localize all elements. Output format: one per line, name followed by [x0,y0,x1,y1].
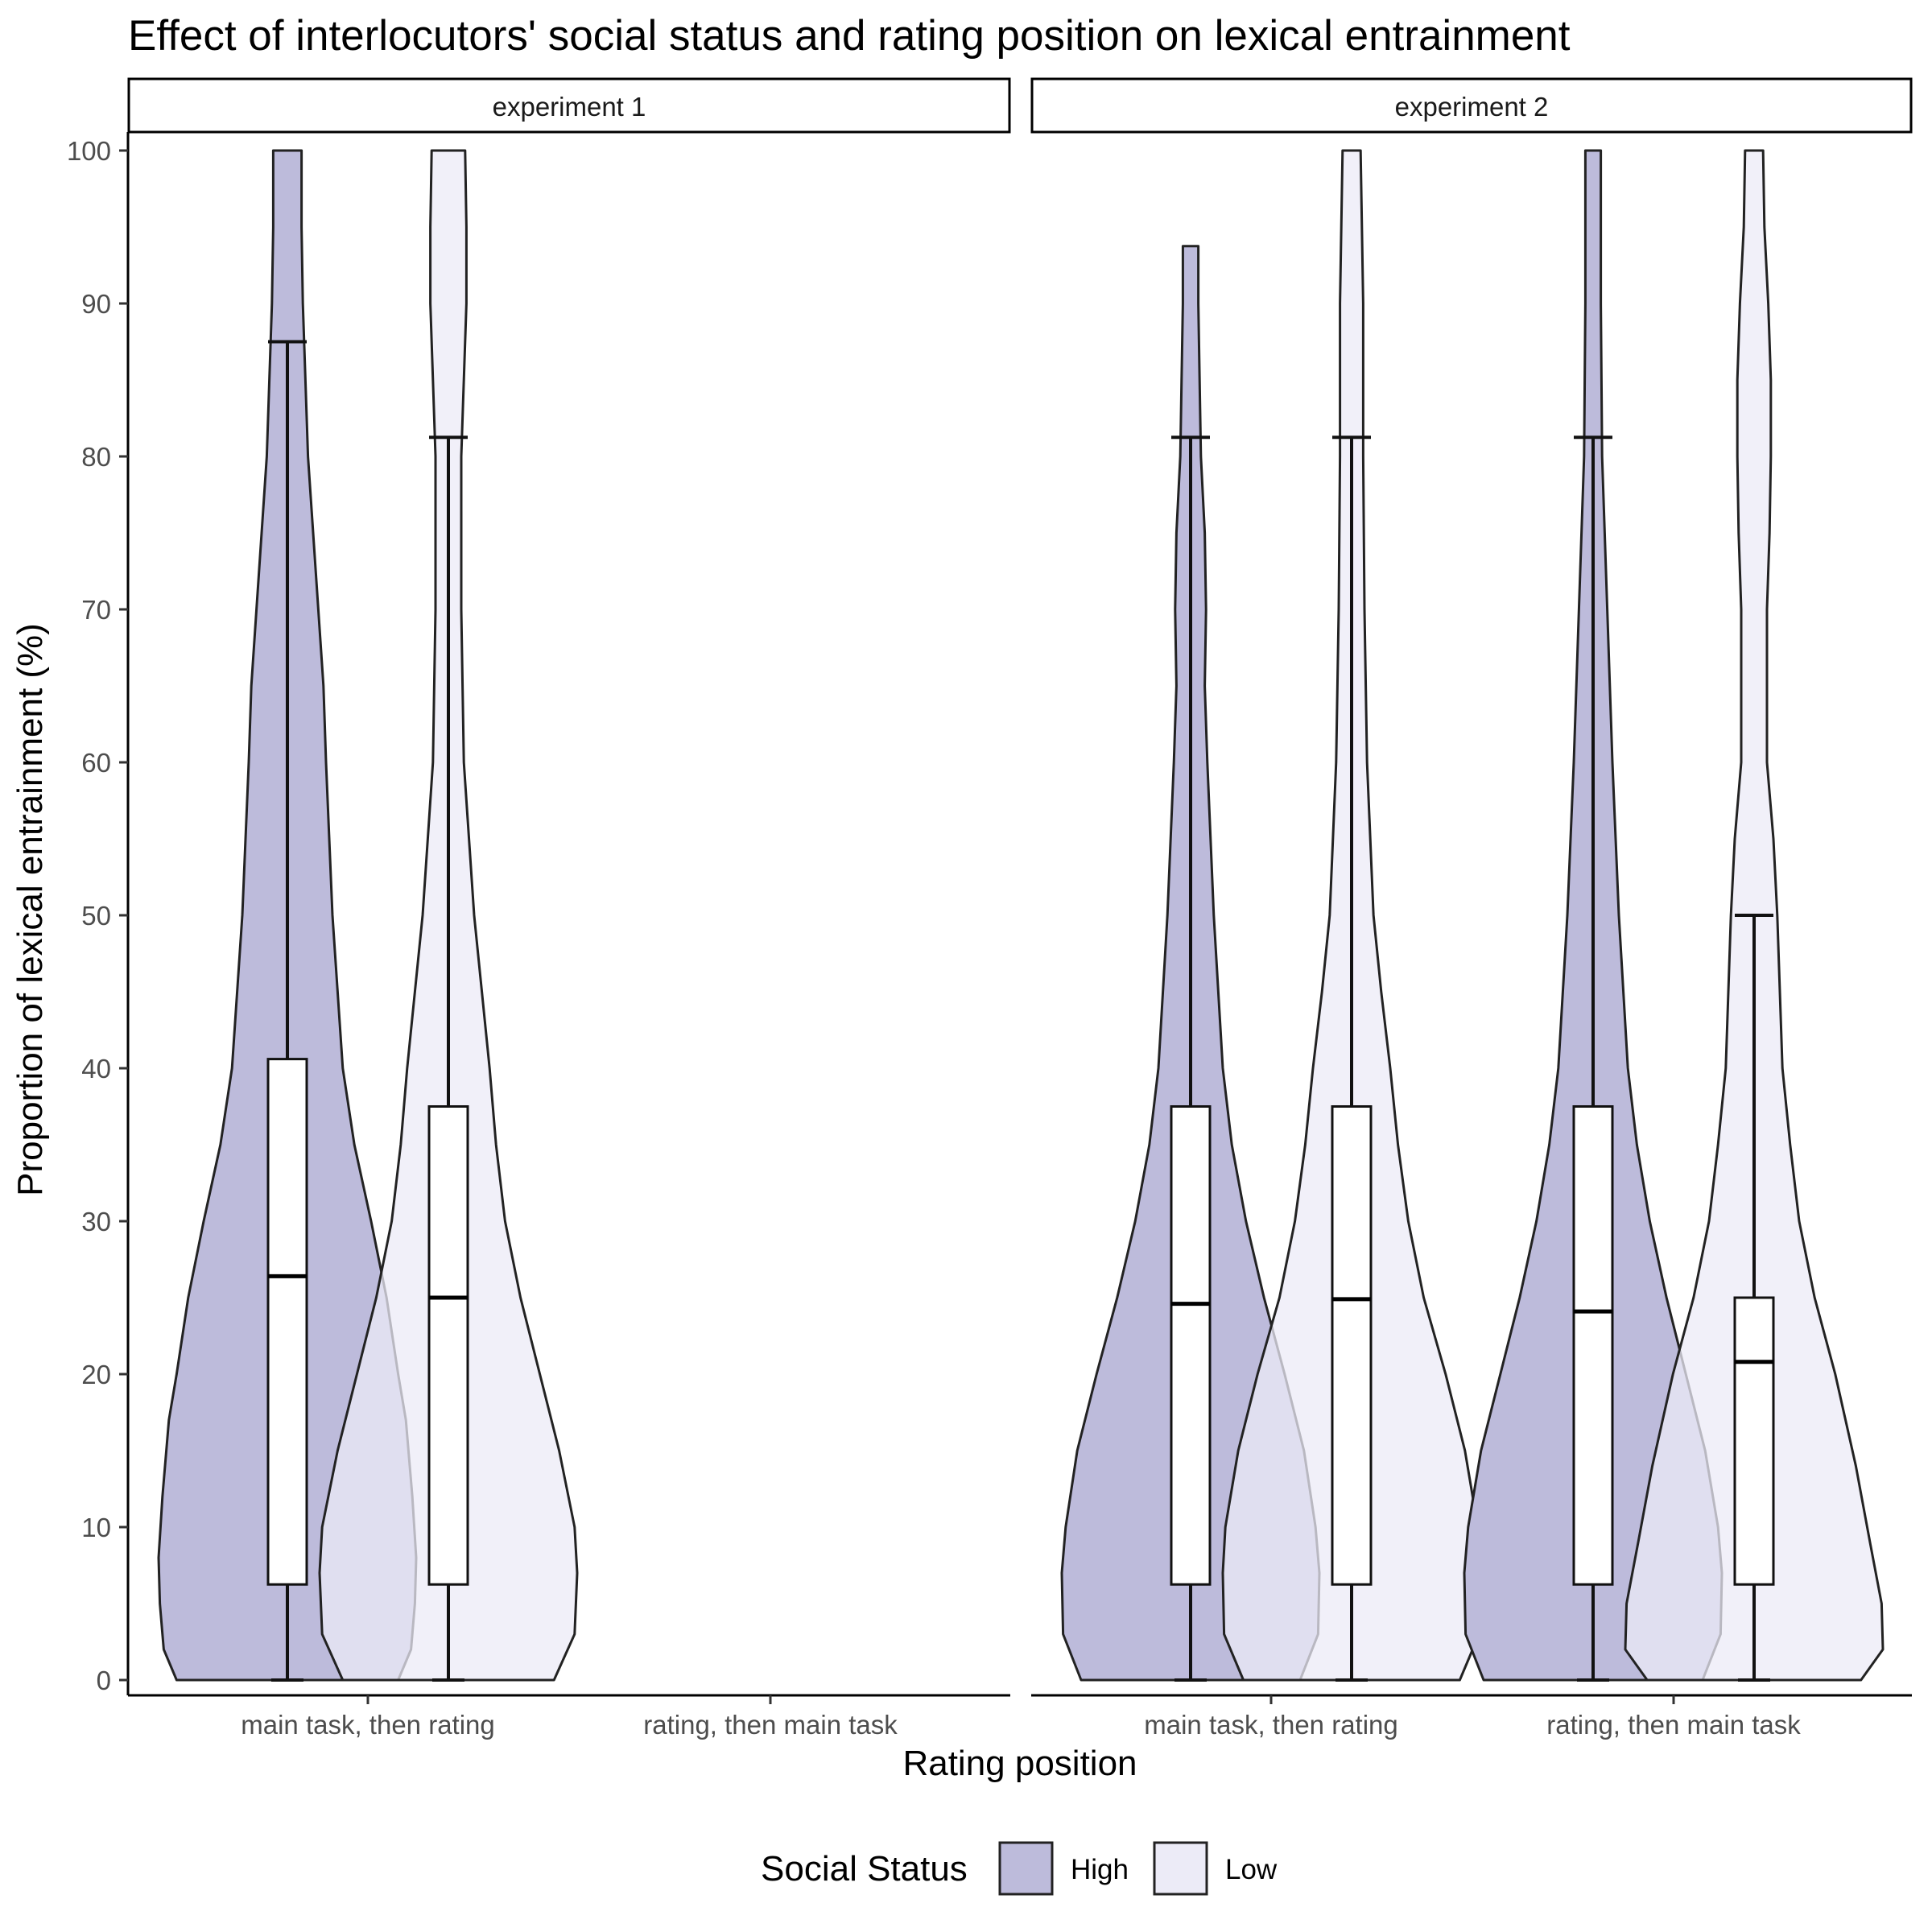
facet-strip-1 [127,77,1011,134]
legend-swatch-low [1153,1841,1208,1896]
boxplot-low-rating-first-exp2 [1733,914,1775,1682]
legend-title: Social Status [761,1849,968,1889]
facet-strip-2 [1030,77,1913,134]
legend-label-high: High [1071,1854,1129,1885]
y-tick-label: 20 [81,1360,111,1389]
x-tick-label: main task, then rating [241,1710,495,1740]
x-tick-label: rating, then main task [643,1710,898,1740]
box-iqr [1733,1296,1775,1586]
box-iqr [1170,1105,1212,1586]
y-tick-label: 30 [81,1207,111,1236]
box-iqr [427,1105,469,1586]
boxplot-high-main-first-exp2 [1170,436,1212,1682]
y-tick-label: 50 [81,901,111,931]
box-iqr [1331,1105,1373,1586]
legend-swatch-high [998,1841,1054,1896]
boxplot-high-rating-first-exp2 [1572,436,1614,1682]
y-tick-label: 70 [81,595,111,625]
x-tick-label: main task, then rating [1144,1710,1398,1740]
boxplot-high-main-first-exp1 [266,340,308,1682]
facet-strip-label-2: experiment 2 [1395,92,1549,122]
y-tick-label: 90 [81,289,111,319]
y-tick-label: 60 [81,748,111,778]
facet-strip-label-1: experiment 1 [493,92,646,122]
y-tick-label: 0 [97,1666,111,1695]
boxplot-low-main-first-exp2 [1331,436,1373,1682]
y-axis-title: Proportion of lexical entrainment (%) [10,623,50,1196]
y-tick-label: 40 [81,1054,111,1084]
legend: Social Status High Low [761,1841,1278,1896]
y-axis: 0 10 20 30 40 50 60 70 80 90 100 [67,132,130,1695]
y-tick-label: 100 [67,136,111,166]
chart-title: Effect of interlocutors' social status a… [128,12,1571,60]
box-iqr [266,1058,308,1586]
legend-label-low: Low [1225,1854,1278,1885]
boxplot-low-main-first-exp1 [427,436,469,1682]
y-tick-label: 80 [81,442,111,472]
facet-panel-1: experiment 1 main task, then rating rating… [127,77,1011,1740]
facet-panels: experiment 1 main task, then rating rating… [127,77,1913,1740]
x-axis-title: Rating position [902,1744,1137,1783]
x-tick-label: rating, then main task [1546,1710,1801,1740]
facet-panel-2: experiment 2 main task, then rating rating… [1030,77,1913,1740]
y-tick-label: 10 [81,1513,111,1542]
box-iqr [1572,1105,1614,1586]
